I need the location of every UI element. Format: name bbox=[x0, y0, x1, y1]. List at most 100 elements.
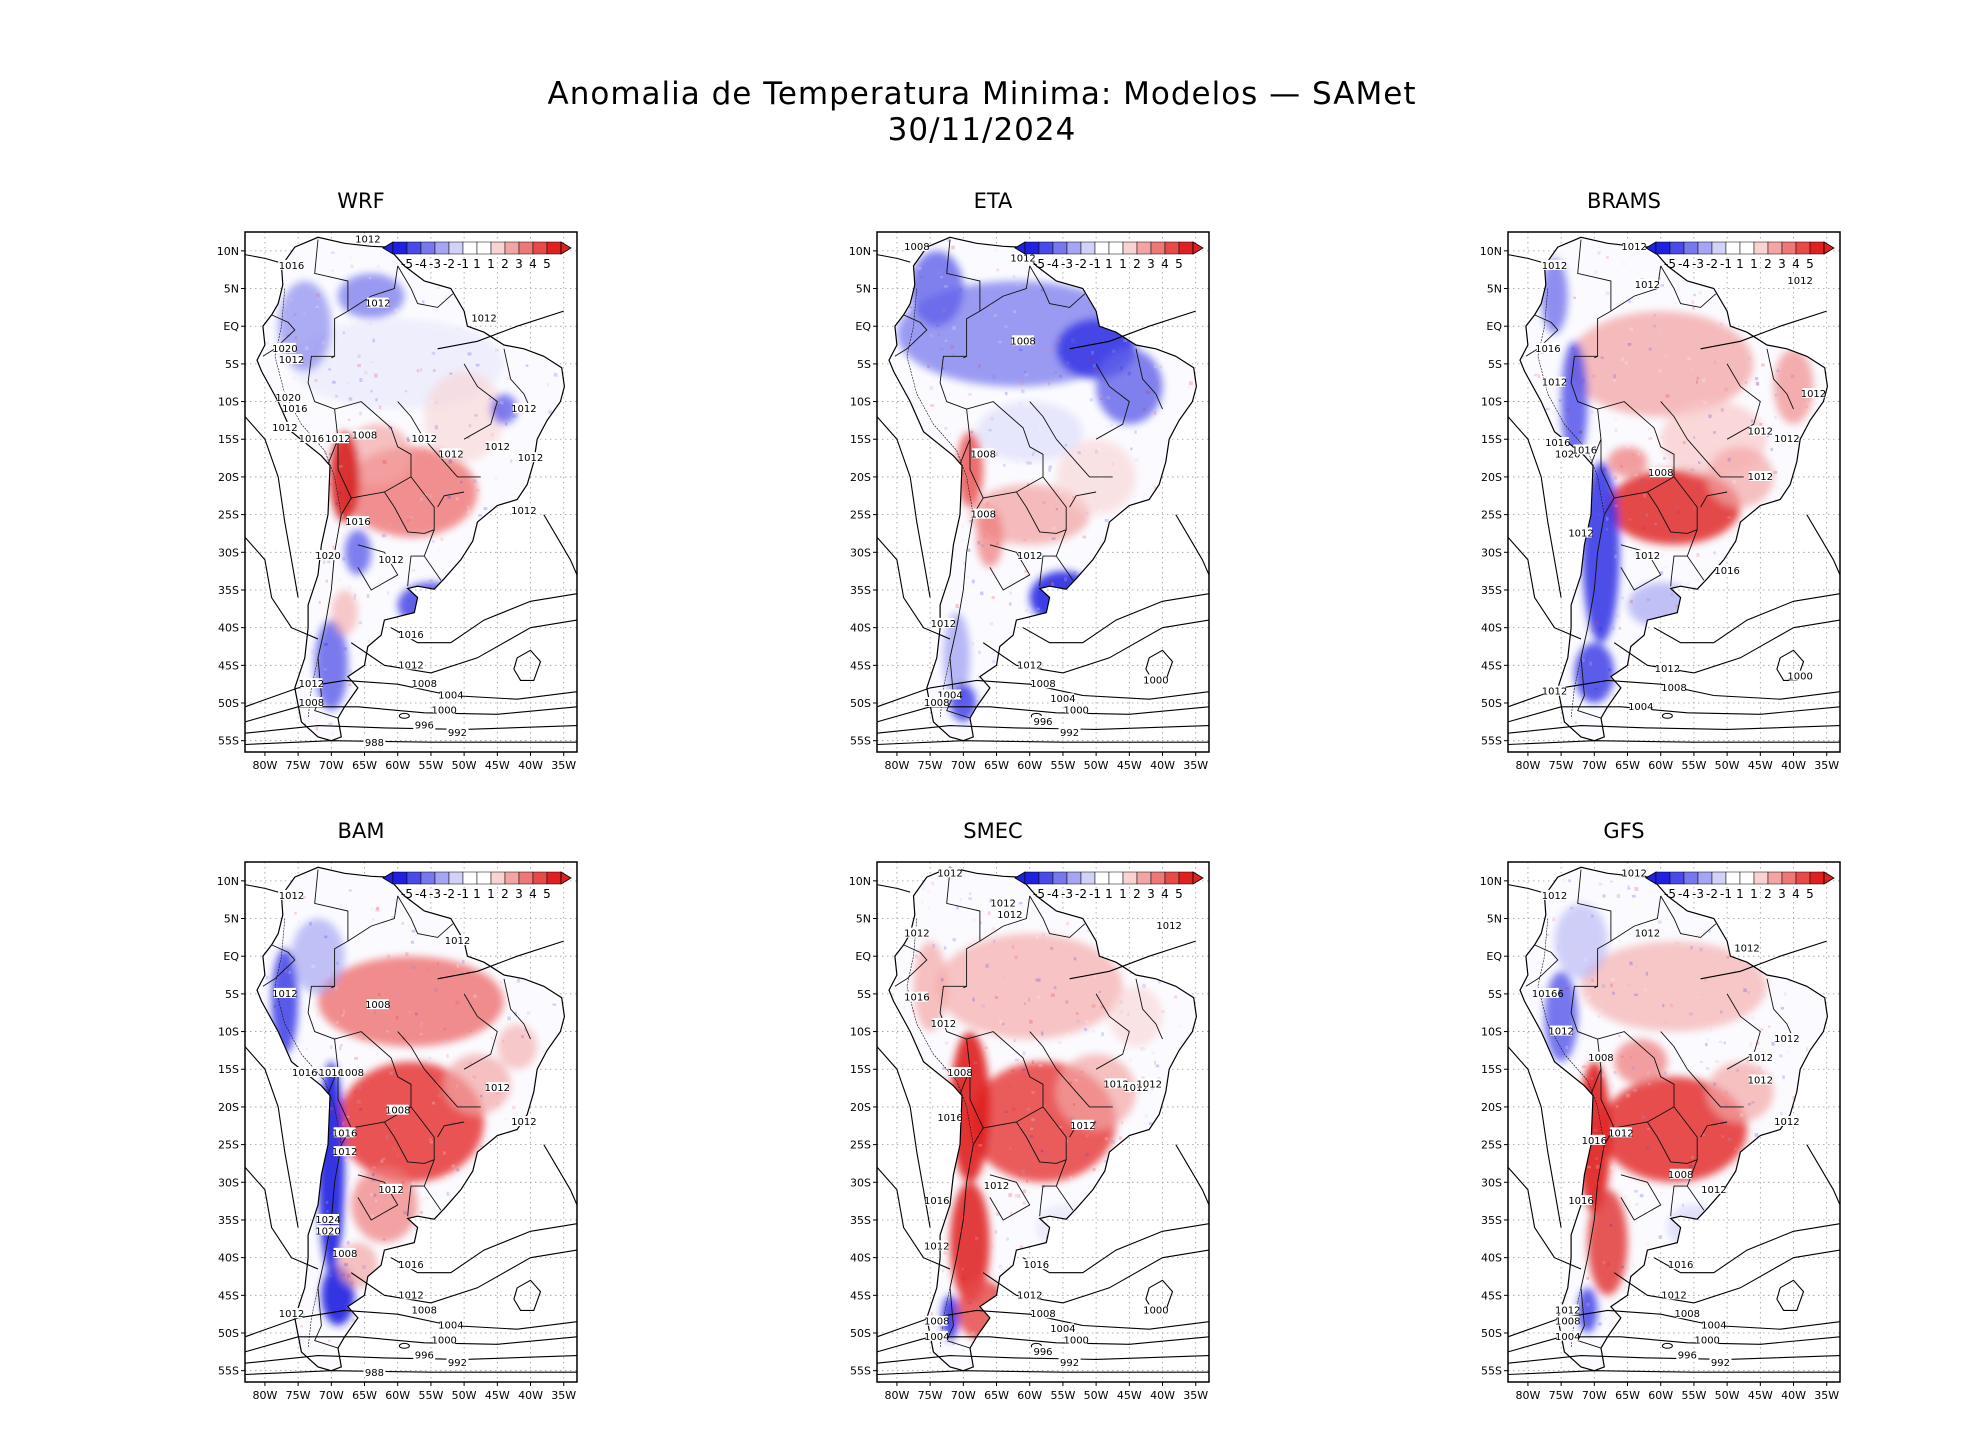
isobar-label: 1012 bbox=[1542, 261, 1567, 272]
lat-tick-label: 45S bbox=[850, 1289, 871, 1302]
colorbar-swatch bbox=[1052, 241, 1068, 255]
isobar-label: 992 bbox=[1711, 1358, 1730, 1369]
colorbar-swatch bbox=[546, 871, 562, 885]
colorbar-label: 2 bbox=[1764, 887, 1772, 901]
colorbar-label: 1 bbox=[1750, 887, 1758, 901]
colorbar-swatch bbox=[1739, 871, 1755, 885]
colorbar-swatch bbox=[1038, 241, 1054, 255]
isobar-label: 1012 bbox=[1017, 1290, 1042, 1301]
lat-tick-label: 10S bbox=[850, 1026, 871, 1039]
lat-tick-label: 55S bbox=[1481, 1365, 1502, 1378]
isobar-label: 1012 bbox=[1787, 276, 1812, 287]
isobar-label: 1008 bbox=[1030, 1309, 1055, 1320]
isobar-label: 1012 bbox=[1661, 1290, 1686, 1301]
lon-tick-label: 45W bbox=[1117, 1389, 1142, 1402]
colorbar-label: -5 bbox=[1033, 257, 1045, 271]
colorbar-swatch bbox=[1024, 241, 1040, 255]
colorbar-swatch bbox=[1164, 871, 1180, 885]
colorbar-label: 3 bbox=[515, 257, 523, 271]
lat-tick-label: 45S bbox=[850, 659, 871, 672]
colorbar-label: 2 bbox=[501, 887, 509, 901]
axes: 10N 5N EQ 5S 10S 15S 20S 25S 30S 35S 40S 45S 50S 55S 8… bbox=[217, 245, 577, 772]
lon-tick-label: 75W bbox=[1549, 1389, 1574, 1402]
isobar-label: 1008 bbox=[1010, 336, 1035, 347]
isobar-label: 1000 bbox=[1063, 706, 1088, 717]
lat-tick-label: 15S bbox=[218, 433, 239, 446]
isobar-label: 1012 bbox=[272, 989, 297, 1000]
isobar-label: 1008 bbox=[971, 449, 996, 460]
lat-tick-label: 45S bbox=[218, 659, 239, 672]
country-borders bbox=[894, 239, 1163, 719]
lat-tick-label: 35S bbox=[1481, 584, 1502, 597]
colorbar-label: 2 bbox=[501, 257, 509, 271]
colorbar-swatch bbox=[546, 241, 562, 255]
isobar-label: 1008 bbox=[332, 1249, 357, 1260]
colorbar-label: -5 bbox=[1033, 887, 1045, 901]
colorbar-swatch bbox=[406, 871, 422, 885]
lon-tick-label: 40W bbox=[518, 759, 543, 772]
colorbar-label: -2 bbox=[1706, 257, 1718, 271]
isobar-label: 1012 bbox=[511, 506, 536, 517]
lat-tick-label: 15S bbox=[1481, 1063, 1502, 1076]
colorbar-swatch bbox=[1711, 871, 1727, 885]
lon-tick-label: 80W bbox=[252, 759, 277, 772]
anomaly-field bbox=[257, 237, 565, 741]
map-canvas: 1008101210081008100810121012101210081004… bbox=[849, 231, 1210, 772]
lon-tick-label: 75W bbox=[286, 1389, 311, 1402]
lat-tick-label: 50S bbox=[1481, 1327, 1502, 1340]
isobar-label: 996 bbox=[1033, 1347, 1052, 1358]
colorbar-label: -1 bbox=[1089, 887, 1101, 901]
axes: 10N 5N EQ 5S 10S 15S 20S 25S 30S 35S 40S 45S 50S 55S 8… bbox=[217, 875, 577, 1402]
lat-tick-label: 30S bbox=[1481, 546, 1502, 559]
isobar-label: 1012 bbox=[1635, 280, 1660, 291]
isobar-label: 1012 bbox=[1635, 551, 1660, 562]
colorbar: -5 -4 -3 -2 -1 1 1 2 3 4 5 bbox=[382, 871, 572, 901]
colorbar-label: 5 bbox=[1175, 887, 1183, 901]
colorbar-swatch bbox=[1108, 241, 1124, 255]
isobar-label: 1012 bbox=[518, 453, 543, 464]
lat-tick-label: 45S bbox=[1481, 659, 1502, 672]
colorbar-label: 5 bbox=[543, 257, 551, 271]
colorbar-swatch bbox=[1150, 871, 1166, 885]
isobar-label: 1008 bbox=[924, 698, 949, 709]
map-panel-eta: ETA 1008 1012 1008 1008 1008 1012 1012 1012 1008 1… bbox=[827, 189, 1219, 791]
lat-tick-label: 40S bbox=[850, 622, 871, 635]
colorbar-label: 2 bbox=[1133, 887, 1141, 901]
isobar-label: 1016 bbox=[319, 1068, 344, 1079]
lat-tick-label: 50S bbox=[218, 697, 239, 710]
lon-tick-label: 60W bbox=[385, 1389, 410, 1402]
panel-title: BRAMS bbox=[1587, 189, 1661, 213]
isobar-label: 1004 bbox=[438, 1320, 463, 1331]
lon-tick-label: 45W bbox=[1748, 1389, 1773, 1402]
axes: 10N 5N EQ 5S 10S 15S 20S 25S 30S 35S 40S 45S 50S 55S 8… bbox=[1480, 245, 1840, 772]
lat-tick-label: 5N bbox=[856, 913, 871, 926]
lat-tick-label: 55S bbox=[1481, 735, 1502, 748]
isobar-label: 1012 bbox=[299, 679, 324, 690]
isobar-label: 1008 bbox=[385, 1106, 410, 1117]
coastline bbox=[256, 236, 566, 742]
isobar-label: 1008 bbox=[299, 698, 324, 709]
lon-tick-label: 75W bbox=[918, 759, 943, 772]
isobar-label: 1008 bbox=[412, 679, 437, 690]
isobar-label: 1008 bbox=[1675, 1309, 1700, 1320]
colorbar-swatch bbox=[462, 241, 478, 255]
map-canvas: 1012101210121012101210161012100810121012… bbox=[849, 861, 1210, 1402]
colorbar-swatch bbox=[1066, 871, 1082, 885]
lon-tick-label: 35W bbox=[1814, 759, 1839, 772]
lon-tick-label: 70W bbox=[319, 759, 344, 772]
lat-tick-label: 55S bbox=[218, 1365, 239, 1378]
axes: 10N 5N EQ 5S 10S 15S 20S 25S 30S 35S 40S 45S 50S 55S 8… bbox=[849, 875, 1209, 1402]
lon-tick-label: 40W bbox=[1150, 1389, 1175, 1402]
isobar-label: 1016 bbox=[398, 1260, 423, 1271]
colorbar-swatch bbox=[1136, 871, 1152, 885]
isobar-label: 10166 bbox=[1532, 989, 1564, 1000]
colorbar-swatch bbox=[1024, 871, 1040, 885]
lon-tick-label: 80W bbox=[252, 1389, 277, 1402]
isobar-label: 1016 bbox=[937, 1113, 962, 1124]
isobar-label: 1016 bbox=[1668, 1260, 1693, 1271]
colorbar-label: 4 bbox=[529, 257, 537, 271]
lon-tick-label: 45W bbox=[485, 759, 510, 772]
isobar-label: 1012 bbox=[1748, 427, 1773, 438]
lat-tick-label: 25S bbox=[850, 1139, 871, 1152]
